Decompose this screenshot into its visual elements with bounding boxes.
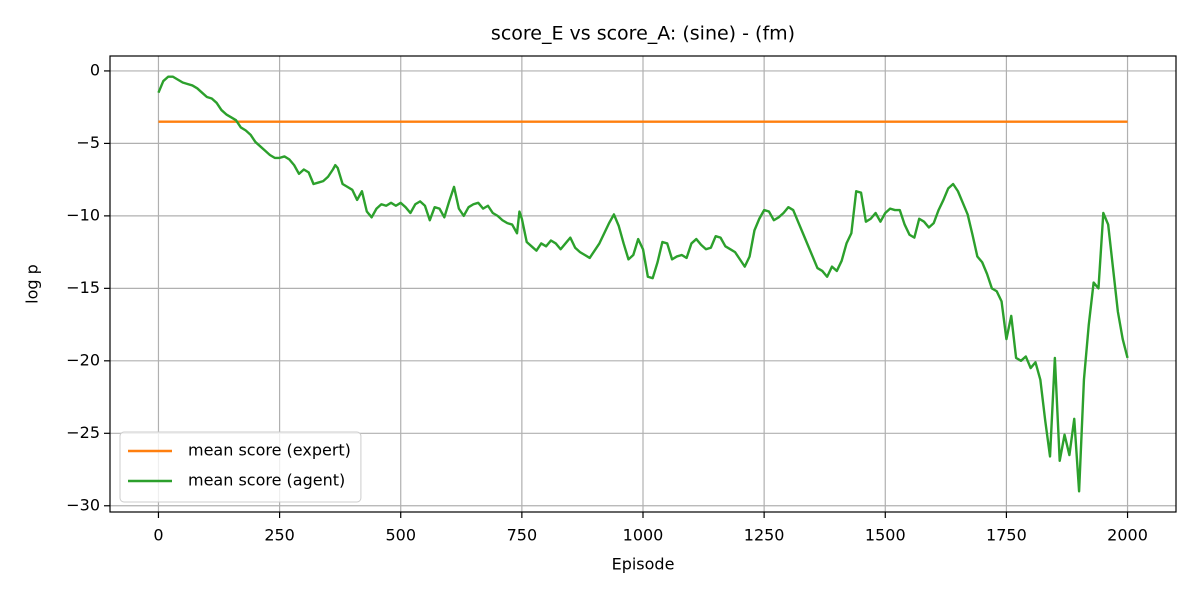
grid (110, 56, 1176, 512)
y-tick-label: −20 (66, 350, 100, 369)
y-tick-label: −10 (66, 205, 100, 224)
legend: mean score (expert) mean score (agent) (119, 431, 362, 503)
y-axis-label: log p (23, 264, 42, 304)
x-tick-label: 750 (507, 526, 538, 545)
x-tick-label: 1000 (623, 526, 664, 545)
y-tick-label: −25 (66, 423, 100, 442)
x-tick-label: 500 (385, 526, 416, 545)
x-tick-label: 1500 (865, 526, 906, 545)
y-tick-label: −5 (76, 133, 100, 152)
legend-box (119, 431, 362, 503)
x-tick-label: 250 (264, 526, 295, 545)
x-tick-label: 0 (153, 526, 163, 545)
chart-title: score_E vs score_A: (sine) - (fm) (491, 23, 795, 45)
x-tick-label: 1750 (986, 526, 1027, 545)
legend-label: mean score (agent) (188, 471, 345, 490)
x-axis-label: Episode (612, 555, 675, 574)
legend-label: mean score (expert) (188, 441, 351, 460)
x-tick-label: 1250 (744, 526, 785, 545)
y-tick-label: 0 (90, 60, 100, 79)
y-tick-label: −15 (66, 278, 100, 297)
y-tick-label: −30 (66, 495, 100, 514)
x-tick-label: 2000 (1107, 526, 1148, 545)
plot-area (157, 75, 1129, 493)
series-line (157, 75, 1129, 493)
